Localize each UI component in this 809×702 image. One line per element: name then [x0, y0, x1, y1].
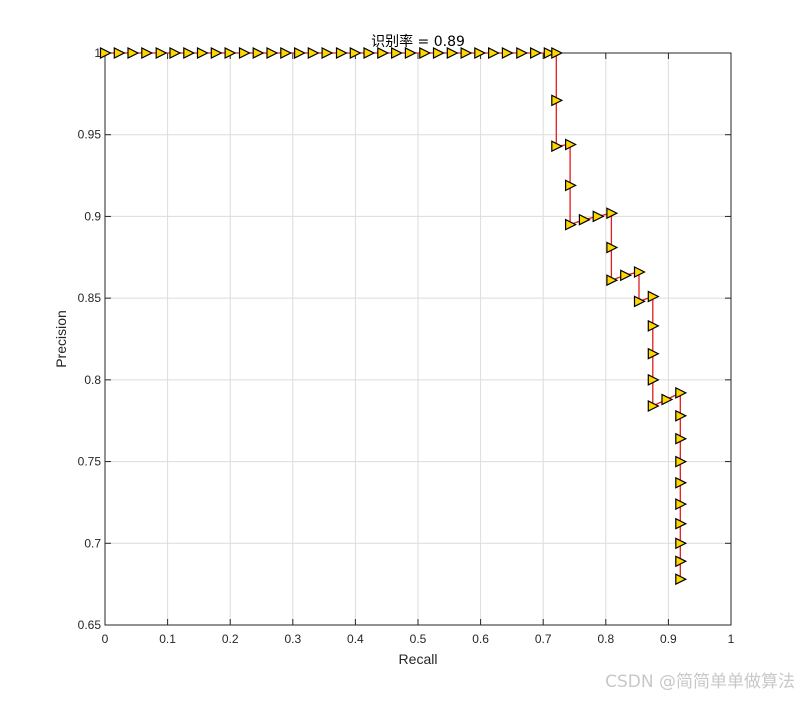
x-tick-label: 0.2 — [222, 632, 239, 646]
data-point-marker — [516, 47, 529, 59]
data-point-marker — [377, 47, 390, 59]
data-point-marker — [349, 47, 362, 59]
data-point-marker — [238, 47, 251, 59]
data-point-marker — [675, 537, 688, 550]
data-point-marker — [446, 47, 459, 59]
x-axis-label: Recall — [399, 651, 438, 667]
data-point-marker — [675, 555, 688, 568]
data-point-marker — [335, 47, 348, 59]
data-point-marker — [266, 47, 279, 59]
data-point-marker — [543, 47, 556, 59]
data-point-marker — [675, 386, 688, 399]
data-point-marker — [647, 290, 660, 303]
data-point-marker — [99, 47, 112, 59]
y-tick-labels: 0.65 0.7 0.75 0.8 0.85 0.9 0.95 1 — [78, 46, 102, 632]
data-point-marker — [578, 213, 591, 226]
data-point-marker — [675, 517, 688, 530]
data-point-marker — [307, 47, 320, 59]
data-point-marker — [606, 241, 619, 254]
data-point-marker — [647, 373, 660, 386]
data-point-marker — [592, 210, 605, 223]
data-point-marker — [675, 498, 688, 511]
data-point-marker — [501, 47, 514, 59]
y-tick-label: 0.75 — [78, 455, 102, 469]
data-point-marker — [620, 269, 633, 282]
x-tick-labels: 0 0.1 0.2 0.3 0.4 0.5 0.6 0.7 0.8 0.9 1 — [102, 632, 735, 646]
data-point-marker — [647, 347, 660, 360]
y-tick-label: 0.65 — [78, 618, 102, 632]
y-tick-label: 0.85 — [78, 291, 102, 305]
data-point-marker — [419, 47, 432, 59]
x-tick-label: 0 — [102, 632, 109, 646]
x-tick-label: 0.5 — [410, 632, 427, 646]
data-point-marker — [564, 138, 577, 151]
data-point-marker — [606, 274, 619, 287]
data-point-marker — [183, 47, 196, 59]
data-point-marker — [169, 47, 182, 59]
chart-title: 识别率 = 0.89 — [371, 33, 465, 50]
data-point-marker — [633, 266, 646, 278]
data-point-marker — [675, 455, 688, 468]
x-tick-label: 1 — [728, 632, 735, 646]
x-tick-label: 0.1 — [159, 632, 176, 646]
data-point-marker — [551, 140, 564, 153]
data-point-marker — [210, 47, 223, 59]
data-point-marker — [488, 47, 500, 59]
data-point-marker — [280, 47, 293, 59]
data-point-marker — [675, 409, 688, 422]
x-tick-label: 0.3 — [284, 632, 301, 646]
data-point-marker — [675, 432, 688, 445]
data-point-marker — [633, 295, 646, 308]
data-point-marker — [294, 47, 306, 59]
y-tick-label: 0.9 — [84, 209, 101, 223]
y-tick-label: 0.7 — [84, 536, 101, 550]
x-tick-label: 0.9 — [660, 632, 677, 646]
data-point-marker — [661, 393, 674, 406]
data-point-marker — [363, 47, 376, 59]
data-point-marker — [551, 94, 564, 107]
series-group — [99, 47, 688, 586]
data-point-marker — [141, 47, 154, 59]
x-tick-label: 0.8 — [597, 632, 614, 646]
data-point-marker — [647, 400, 660, 412]
data-point-marker — [675, 476, 688, 489]
data-point-marker — [224, 47, 237, 59]
y-tick-label: 1 — [94, 46, 101, 60]
data-point-marker — [252, 47, 265, 59]
data-point-marker — [127, 47, 140, 59]
y-tick-label: 0.95 — [78, 128, 102, 142]
data-point-marker — [321, 47, 334, 59]
data-point-marker — [564, 179, 577, 192]
data-point-marker — [113, 47, 126, 59]
y-axis-label: Precision — [53, 310, 69, 368]
data-point-marker — [647, 319, 660, 332]
data-point-marker — [529, 47, 542, 59]
x-tick-label: 0.6 — [472, 632, 489, 646]
data-point-marker — [675, 573, 688, 586]
data-point-marker — [551, 47, 564, 59]
y-tick-label: 0.8 — [84, 373, 101, 387]
data-point-marker — [460, 47, 473, 59]
data-point-marker — [155, 47, 168, 59]
data-point-marker — [196, 47, 209, 59]
data-point-marker — [606, 207, 619, 220]
data-point-marker — [404, 47, 417, 59]
watermark: CSDN @简简单单做算法 — [605, 672, 795, 692]
data-point-marker — [391, 47, 403, 59]
x-tick-label: 0.4 — [347, 632, 364, 646]
data-point-marker — [432, 47, 445, 59]
data-point-marker — [474, 47, 487, 59]
x-tick-label: 0.7 — [535, 632, 552, 646]
data-point-marker — [564, 218, 577, 231]
